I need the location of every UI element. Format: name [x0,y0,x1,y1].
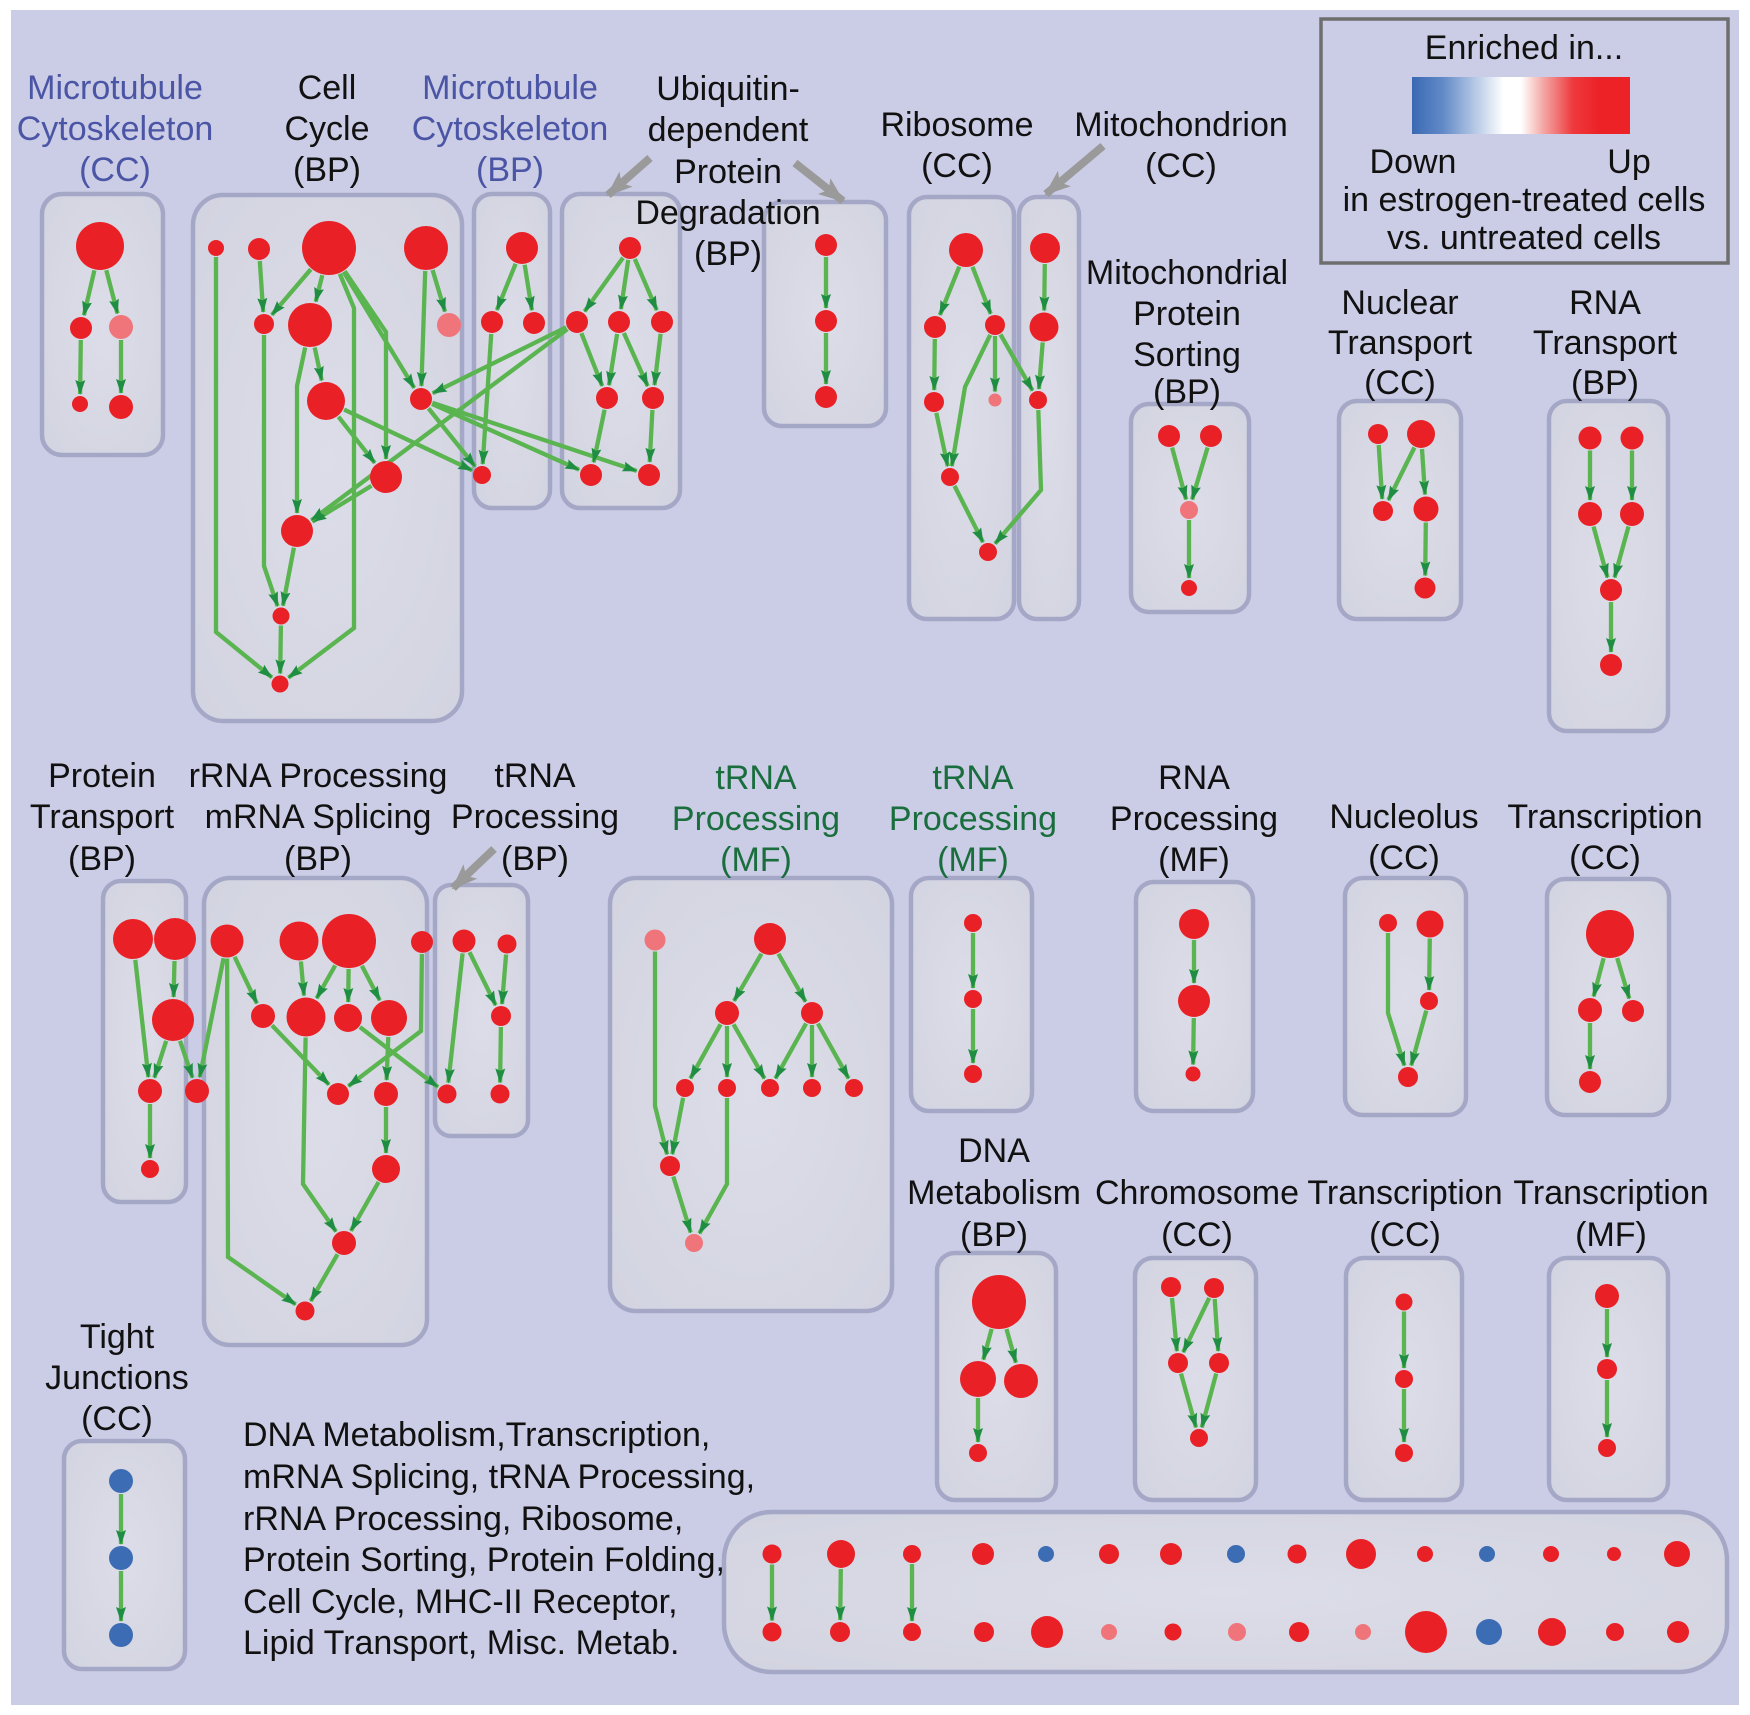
svg-text:Transcription: Transcription [1513,1174,1708,1212]
svg-text:dependent: dependent [648,111,809,149]
svg-text:(BP): (BP) [1153,373,1221,411]
svg-text:Transport: Transport [30,798,175,836]
svg-text:Chromosome: Chromosome [1095,1174,1299,1212]
svg-text:(BP): (BP) [501,840,569,878]
svg-text:(BP): (BP) [293,151,361,189]
svg-text:Sorting: Sorting [1133,336,1241,374]
svg-text:(CC): (CC) [921,147,993,185]
svg-text:DNA: DNA [958,1132,1030,1170]
svg-text:Metabolism: Metabolism [907,1174,1081,1212]
svg-text:in estrogen-treated cells: in estrogen-treated cells [1343,181,1706,219]
svg-text:(BP): (BP) [68,840,136,878]
svg-text:tRNA: tRNA [715,759,797,797]
svg-text:Protein: Protein [1133,295,1241,333]
svg-text:Ubiquitin-: Ubiquitin- [656,70,800,108]
svg-text:Processing: Processing [889,800,1057,838]
svg-text:(CC): (CC) [1369,1216,1441,1254]
svg-text:(BP): (BP) [476,151,544,189]
svg-text:Nucleolus: Nucleolus [1329,798,1478,836]
svg-text:Transport: Transport [1328,324,1473,362]
svg-text:mRNA Splicing: mRNA Splicing [205,798,432,836]
svg-text:(CC): (CC) [1368,839,1440,877]
svg-text:Cytoskeleton: Cytoskeleton [412,110,609,148]
svg-text:(BP): (BP) [284,840,352,878]
svg-text:Degradation: Degradation [635,194,820,232]
svg-text:(MF): (MF) [937,841,1009,879]
svg-text:Mitochondrion: Mitochondrion [1074,106,1288,144]
svg-text:Lipid Transport, Misc. Metab.: Lipid Transport, Misc. Metab. [243,1624,680,1662]
svg-text:rRNA Processing: rRNA Processing [189,757,448,795]
svg-text:Tight: Tight [80,1318,155,1356]
svg-text:(BP): (BP) [1571,364,1639,402]
svg-text:Transport: Transport [1533,324,1678,362]
svg-text:Microtubule: Microtubule [27,69,203,107]
svg-text:RNA: RNA [1158,759,1230,797]
svg-text:Cytoskeleton: Cytoskeleton [17,110,214,148]
svg-text:Processing: Processing [1110,800,1278,838]
svg-text:(CC): (CC) [81,1400,153,1438]
svg-text:Enriched in...: Enriched in... [1425,29,1623,67]
svg-text:(BP): (BP) [694,235,762,273]
svg-text:Nuclear: Nuclear [1341,284,1458,322]
svg-text:Protein: Protein [48,757,156,795]
svg-text:Transcription: Transcription [1507,798,1702,836]
svg-text:(MF): (MF) [1158,841,1230,879]
svg-text:Ribosome: Ribosome [880,106,1033,144]
svg-text:(CC): (CC) [1364,364,1436,402]
svg-text:Cell: Cell [298,69,357,107]
svg-text:(CC): (CC) [1569,839,1641,877]
svg-text:(CC): (CC) [1145,147,1217,185]
svg-text:Down: Down [1370,143,1457,181]
svg-text:Up: Up [1607,143,1650,181]
svg-text:(CC): (CC) [1161,1216,1233,1254]
svg-text:Protein Sorting, Protein Foldi: Protein Sorting, Protein Folding, [243,1541,725,1579]
svg-text:DNA Metabolism,Transcription,: DNA Metabolism,Transcription, [243,1416,710,1454]
svg-text:(MF): (MF) [720,841,792,879]
svg-text:rRNA Processing, Ribosome,: rRNA Processing, Ribosome, [243,1500,683,1538]
svg-text:Protein: Protein [674,153,782,191]
svg-text:Processing: Processing [672,800,840,838]
svg-text:Mitochondrial: Mitochondrial [1086,254,1288,292]
svg-text:(MF): (MF) [1575,1216,1647,1254]
svg-text:(BP): (BP) [960,1216,1028,1254]
svg-text:vs. untreated cells: vs. untreated cells [1387,219,1661,257]
svg-text:Processing: Processing [451,798,619,836]
svg-text:Junctions: Junctions [45,1359,189,1397]
svg-text:(CC): (CC) [79,151,151,189]
svg-text:Transcription: Transcription [1307,1174,1502,1212]
svg-text:Cycle: Cycle [284,110,369,148]
svg-text:Cell Cycle, MHC-II Receptor,: Cell Cycle, MHC-II Receptor, [243,1583,678,1621]
svg-text:mRNA Splicing, tRNA Processing: mRNA Splicing, tRNA Processing, [243,1458,755,1496]
svg-text:RNA: RNA [1569,284,1641,322]
svg-text:tRNA: tRNA [932,759,1014,797]
svg-text:tRNA: tRNA [494,757,576,795]
svg-text:Microtubule: Microtubule [422,69,598,107]
